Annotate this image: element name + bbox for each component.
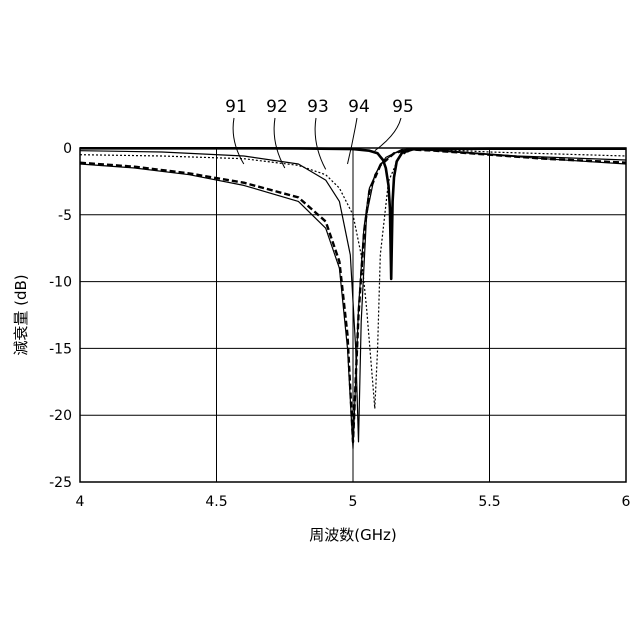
y-tick-label: -25 (49, 475, 72, 491)
x-tick-label: 4.5 (205, 494, 227, 510)
x-tick-label: 4 (76, 494, 85, 510)
x-tick-label: 5 (349, 494, 358, 510)
y-tick-label: -5 (58, 208, 72, 224)
x-tick-label: 5.5 (478, 494, 500, 510)
callout-label-91: 91 (225, 97, 247, 117)
callout-label-92: 92 (266, 97, 288, 117)
callout-label-94: 94 (348, 97, 370, 117)
y-tick-label: -20 (49, 408, 72, 424)
y-axis-label: 減衰量 (dB) (12, 274, 30, 355)
callout-label-93: 93 (307, 97, 329, 117)
x-axis-label: 周波数(GHz) (309, 526, 396, 544)
callout-label-95: 95 (392, 97, 414, 117)
y-tick-label: -15 (49, 341, 72, 357)
x-tick-label: 6 (622, 494, 631, 510)
y-tick-label: -10 (49, 275, 72, 291)
y-tick-label: 0 (63, 141, 72, 157)
